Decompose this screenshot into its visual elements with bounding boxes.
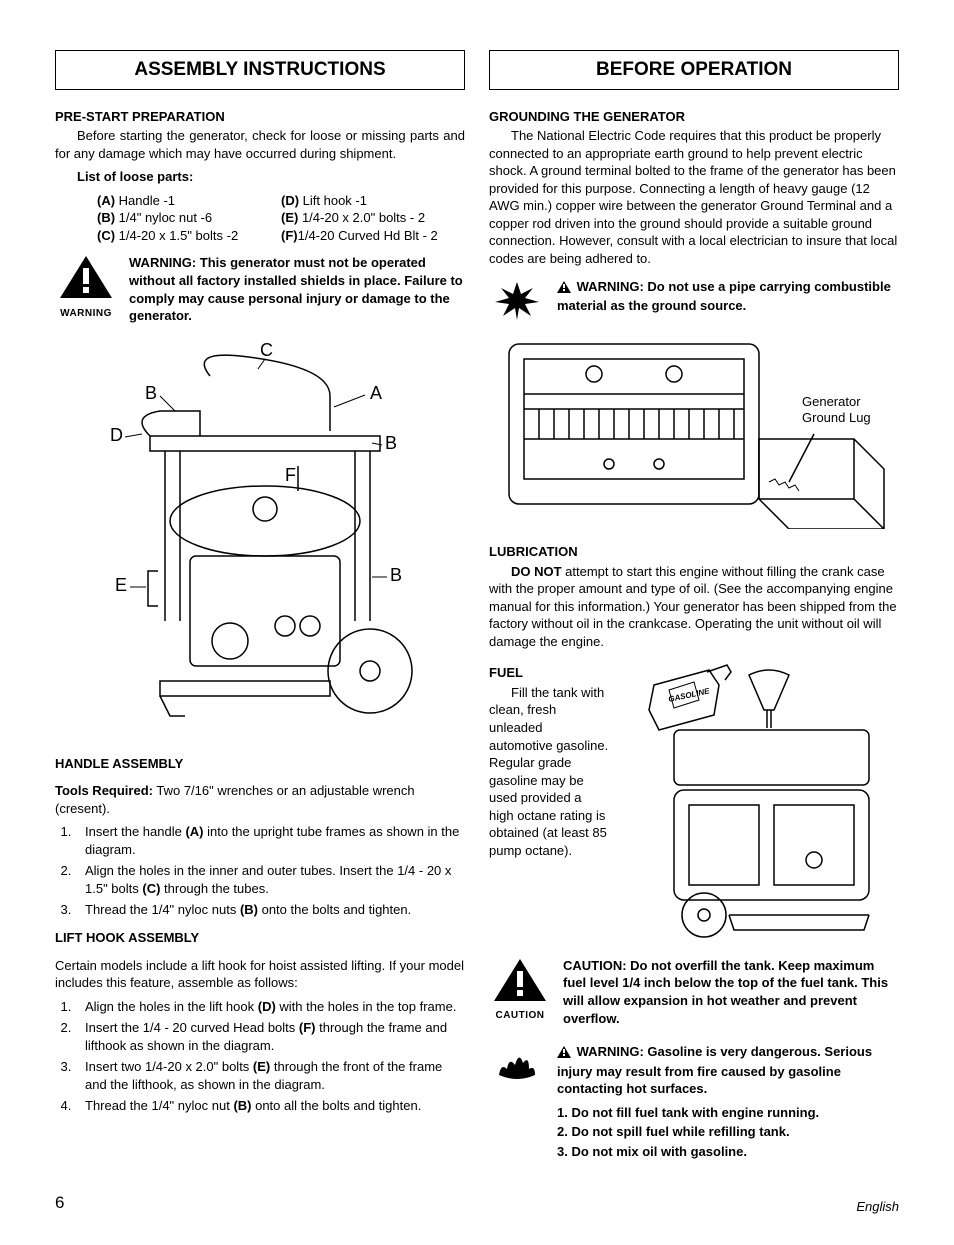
assembly-header: ASSEMBLY INSTRUCTIONS bbox=[55, 50, 465, 90]
warn-gas-item: 3. Do not mix oil with gasoline. bbox=[557, 1143, 899, 1161]
page-number: 6 bbox=[55, 1192, 64, 1215]
part-b: (B) 1/4" nyloc nut -6 bbox=[97, 209, 281, 227]
part-c: (C) 1/4-20 x 1.5" bolts -2 bbox=[97, 227, 281, 245]
caution-text: CAUTION: Do not overfill the tank. Keep … bbox=[563, 958, 888, 1026]
lift-step: Insert the 1/4 - 20 curved Head bolts (F… bbox=[75, 1019, 465, 1054]
handle-steps: Insert the handle (A) into the upright t… bbox=[75, 823, 465, 919]
language-label: English bbox=[856, 1198, 899, 1216]
handle-step: Insert the handle (A) into the upright t… bbox=[75, 823, 465, 858]
before-op-header: BEFORE OPERATION bbox=[489, 50, 899, 90]
parts-list: (A) Handle -1 (B) 1/4" nyloc nut -6 (C) … bbox=[97, 192, 465, 245]
lubrication-title: LUBRICATION bbox=[489, 543, 899, 561]
grounding-body: The National Electric Code requires that… bbox=[489, 127, 899, 267]
handle-step: Thread the 1/4" nyloc nuts (B) onto the … bbox=[75, 901, 465, 919]
part-f: (F)1/4-20 Curved Hd Blt - 2 bbox=[281, 227, 465, 245]
grounding-title: GROUNDING THE GENERATOR bbox=[489, 108, 899, 126]
warn-gas-lead: WARNING: Gasoline is very dangerous. Ser… bbox=[557, 1044, 872, 1096]
svg-text:E: E bbox=[115, 575, 127, 595]
warning-ground-pipe: WARNING: Do not use a pipe carrying comb… bbox=[489, 278, 899, 325]
handle-tools: Tools Required: Two 7/16" wrenches or an… bbox=[55, 782, 465, 817]
small-warn-icon bbox=[557, 1045, 571, 1063]
warning-shields: WARNING WARNING: This generator must not… bbox=[55, 254, 465, 330]
explosion-icon bbox=[489, 278, 545, 325]
lift-title: LIFT HOOK ASSEMBLY bbox=[55, 929, 465, 947]
handle-title: HANDLE ASSEMBLY bbox=[55, 755, 465, 773]
left-column: ASSEMBLY INSTRUCTIONS PRE-START PREPARAT… bbox=[55, 50, 465, 1172]
svg-text:D: D bbox=[110, 425, 123, 445]
lift-intro: Certain models include a lift hook for h… bbox=[55, 957, 465, 992]
part-d: (D) Lift hook -1 bbox=[281, 192, 465, 210]
caution-overfill: CAUTION CAUTION: Do not overfill the tan… bbox=[489, 957, 899, 1033]
prestart-body: Before starting the generator, check for… bbox=[55, 127, 465, 162]
fuel-section: FUEL Fill the tank with clean, fresh unl… bbox=[489, 660, 899, 945]
svg-text:GASOLINE: GASOLINE bbox=[668, 687, 711, 705]
warn-gas-list: 1. Do not fill fuel tank with engine run… bbox=[557, 1104, 899, 1161]
assembly-diagram: A B C D B F E B bbox=[55, 341, 465, 741]
lubrication-body: DO NOT attempt to start this engine with… bbox=[489, 563, 899, 651]
fuel-title: FUEL bbox=[489, 664, 609, 682]
svg-text:B: B bbox=[385, 433, 397, 453]
svg-text:B: B bbox=[145, 383, 157, 403]
small-warn-icon bbox=[557, 280, 571, 298]
lift-step: Thread the 1/4" nyloc nut (B) onto all t… bbox=[75, 1097, 465, 1115]
warning-shields-text: WARNING: This generator must not be oper… bbox=[129, 255, 463, 323]
fuel-diagram: GASOLINE bbox=[619, 660, 899, 945]
right-column: BEFORE OPERATION GROUNDING THE GENERATOR… bbox=[489, 50, 899, 1172]
lift-step: Align the holes in the lift hook (D) wit… bbox=[75, 998, 465, 1016]
warn-gas-item: 2. Do not spill fuel while refilling tan… bbox=[557, 1123, 899, 1141]
warn-gas-item: 1. Do not fill fuel tank with engine run… bbox=[557, 1104, 899, 1122]
fire-icon bbox=[489, 1043, 545, 1086]
lift-step: Insert two 1/4-20 x 2.0" bolts (E) throu… bbox=[75, 1058, 465, 1093]
page-footer: 6 English bbox=[55, 1192, 899, 1215]
warn-ground-text: WARNING: Do not use a pipe carrying comb… bbox=[557, 279, 891, 314]
svg-text:F: F bbox=[285, 465, 296, 485]
svg-text:A: A bbox=[370, 383, 382, 403]
ground-lug-diagram: GeneratorGround Lug bbox=[489, 334, 899, 529]
svg-text:B: B bbox=[390, 565, 402, 585]
handle-step: Align the holes in the inner and outer t… bbox=[75, 862, 465, 897]
part-a: (A) Handle -1 bbox=[97, 192, 281, 210]
prestart-title: PRE-START PREPARATION bbox=[55, 108, 465, 126]
fuel-body: Fill the tank with clean, fresh unleaded… bbox=[489, 684, 609, 859]
two-column-layout: ASSEMBLY INSTRUCTIONS PRE-START PREPARAT… bbox=[55, 50, 899, 1172]
caution-icon: CAUTION bbox=[489, 957, 551, 1023]
warning-gasoline: WARNING: Gasoline is very dangerous. Ser… bbox=[489, 1043, 899, 1162]
part-e: (E) 1/4-20 x 2.0" bolts - 2 bbox=[281, 209, 465, 227]
lift-steps: Align the holes in the lift hook (D) wit… bbox=[75, 998, 465, 1115]
svg-text:C: C bbox=[260, 341, 273, 360]
ground-lug-label: GeneratorGround Lug bbox=[802, 394, 871, 425]
loose-parts-label: List of loose parts: bbox=[77, 168, 465, 186]
warning-icon: WARNING bbox=[55, 254, 117, 320]
